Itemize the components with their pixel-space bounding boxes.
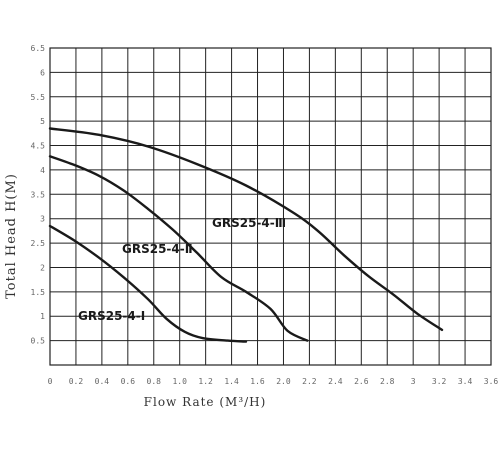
series-label-1: GRS25-4-Ⅰ: [78, 309, 145, 323]
series-line-2: [48, 155, 309, 342]
x-tick-label: 0.6: [121, 377, 136, 386]
y-tick-label: 0.5: [31, 337, 46, 346]
x-tick-label: 2.0: [276, 377, 291, 386]
plot-frame: [49, 47, 492, 366]
x-tick-label: 3.4: [458, 377, 473, 386]
series-curves: [48, 127, 444, 343]
y-tick-label: 4.5: [31, 142, 46, 151]
y-tick-label: 2: [40, 263, 45, 272]
series-labels: GRS25-4-Ⅰ GRS25-4-Ⅱ GRS25-4-Ⅲ: [78, 216, 286, 323]
x-tick-label: 1.6: [250, 377, 265, 386]
x-tick-label: 3: [411, 377, 416, 386]
x-tick-label: 2.6: [354, 377, 369, 386]
x-tick-label: 2.8: [380, 377, 395, 386]
x-tick-label: 0.2: [69, 377, 84, 386]
x-tick-label: 2.2: [302, 377, 317, 386]
x-tick-label: 0.8: [147, 377, 162, 386]
x-tick-label: 0.4: [95, 377, 110, 386]
y-tick-label: 4: [40, 166, 45, 175]
y-tick-label: 2.5: [31, 239, 46, 248]
series-line-1: [48, 224, 248, 343]
y-tick-label: 5: [40, 117, 45, 126]
horizontal-grid-lines: [50, 71, 491, 342]
x-tick-label: 3.6: [484, 377, 499, 386]
y-tick-label: 3: [40, 215, 45, 224]
y-tick-label: 5.5: [31, 93, 46, 102]
y-axis-label: Total Head H(M): [4, 173, 19, 299]
x-axis-label: Flow Rate (M³/H): [144, 395, 267, 409]
y-tick-label: 1: [40, 312, 45, 321]
y-tick-labels: 0.5 1 1.5 2 2.5 3 3.5 4 4.5 5 5.5 6 6.5: [31, 44, 46, 346]
x-tick-label: 1.2: [198, 377, 213, 386]
x-tick-label: 0: [48, 377, 53, 386]
x-tick-label: 2.4: [328, 377, 343, 386]
series-line-3: [48, 127, 444, 332]
y-tick-label: 3.5: [31, 190, 46, 199]
y-tick-label: 6.5: [31, 44, 46, 53]
x-tick-label: 1.0: [172, 377, 187, 386]
x-tick-label: 3.2: [432, 377, 447, 386]
y-tick-label: 6: [40, 68, 45, 77]
series-label-3: GRS25-4-Ⅲ: [212, 216, 286, 230]
series-label-2: GRS25-4-Ⅱ: [122, 242, 193, 256]
x-tick-labels: 0 0.2 0.4 0.6 0.8 1.0 1.2 1.4 1.6 2.0 2.2 2.4 2.6 2.8…: [48, 377, 499, 386]
y-tick-label: 1.5: [31, 288, 46, 297]
x-tick-label: 1.4: [224, 377, 239, 386]
vertical-grid-lines: [75, 48, 466, 365]
